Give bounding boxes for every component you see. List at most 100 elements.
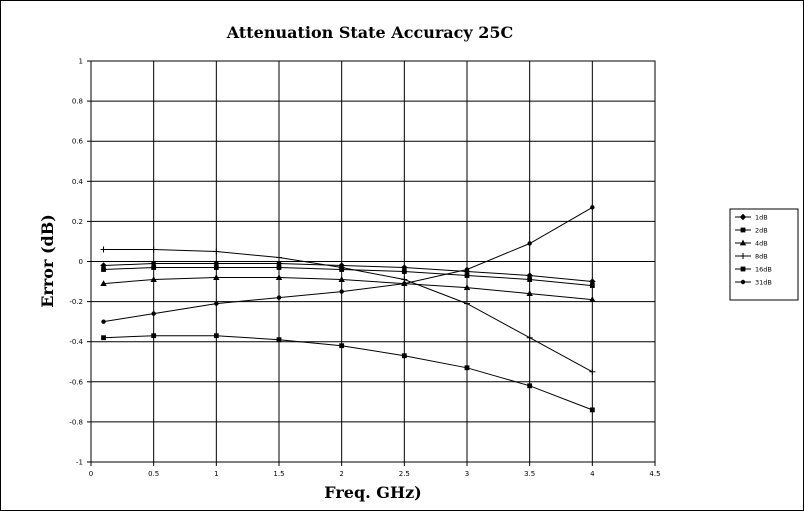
- data-point: [464, 300, 470, 307]
- data-point: [527, 277, 533, 282]
- data-point: [150, 276, 157, 282]
- legend-label: 4dB: [755, 240, 768, 248]
- legend-marker: [740, 253, 746, 259]
- data-point: [276, 295, 282, 300]
- series-16db: [101, 333, 595, 413]
- data-point: [464, 273, 470, 278]
- data-point: [213, 260, 220, 267]
- legend-item-1db: 1dB: [735, 214, 768, 222]
- data-point: [526, 272, 533, 279]
- x-tick-label: 2.5: [399, 470, 410, 478]
- data-point: [276, 265, 282, 270]
- data-point: [526, 334, 533, 341]
- y-axis-label: Error (dB): [38, 214, 57, 308]
- x-tick-label: 2: [339, 470, 343, 478]
- data-point: [401, 353, 407, 359]
- x-tick-label: 0.5: [148, 470, 159, 478]
- legend-marker: [740, 266, 746, 272]
- data-point: [150, 260, 157, 267]
- y-tick-label: 0: [79, 258, 83, 266]
- legend-marker: [739, 239, 747, 246]
- data-point: [213, 333, 219, 339]
- x-tick-label: 0: [89, 470, 93, 478]
- data-point: [100, 280, 107, 286]
- x-tick-label: 1.5: [273, 470, 284, 478]
- data-point: [401, 264, 408, 271]
- legend-item-31db: 31dB: [735, 279, 772, 287]
- y-tick-label: -0.8: [69, 418, 83, 426]
- data-point: [589, 368, 596, 375]
- legend-label: 8dB: [755, 253, 768, 261]
- series-line-16db: [103, 335, 593, 411]
- data-point: [100, 246, 107, 253]
- y-tick-label: -1: [76, 459, 83, 467]
- data-point: [402, 281, 407, 286]
- data-point: [464, 365, 470, 371]
- y-tick-label: -0.2: [69, 298, 83, 306]
- data-point: [527, 383, 533, 389]
- series-1db: [100, 260, 596, 285]
- legend-marker: [740, 279, 746, 285]
- x-tick-label: 3.5: [524, 470, 535, 478]
- data-point: [275, 260, 283, 267]
- legend-marker: [739, 213, 747, 221]
- x-tick-label: 4.5: [649, 470, 660, 478]
- data-point: [101, 319, 106, 324]
- data-point: [339, 343, 345, 349]
- y-tick-label: 0.8: [72, 98, 83, 106]
- series-4db: [100, 274, 596, 302]
- series-line-2db: [103, 267, 593, 287]
- data-point: [213, 248, 220, 255]
- data-point: [151, 265, 157, 270]
- data-point: [527, 241, 532, 246]
- y-tick-label: -0.4: [69, 338, 83, 346]
- legend-item-2db: 2dB: [735, 227, 768, 235]
- grid: [91, 61, 655, 462]
- data-point: [590, 205, 595, 210]
- data-point: [589, 296, 596, 302]
- legend-label: 31dB: [755, 279, 772, 287]
- series-group: [100, 205, 596, 413]
- chart-title: Attenuation State Accuracy 25C: [226, 23, 513, 42]
- series-line-4db: [103, 277, 593, 301]
- legend-label: 2dB: [755, 227, 768, 235]
- legend: 1dB 2dB 4dB 8dB 16dB 31dB: [729, 208, 799, 301]
- data-point: [589, 407, 595, 413]
- data-point: [401, 269, 407, 274]
- legend-label: 1dB: [755, 214, 768, 222]
- data-point: [214, 301, 219, 306]
- data-point: [275, 274, 283, 280]
- x-axis-ticks: 0 0.5 1 1.5 2 2.5 3 3.5 4 4.5: [89, 462, 661, 478]
- legend-item-16db: 16dB: [735, 266, 772, 274]
- y-tick-label: -0.6: [69, 378, 83, 386]
- data-point: [589, 283, 595, 288]
- data-point: [151, 333, 157, 339]
- data-point: [339, 289, 344, 294]
- data-point: [338, 264, 345, 271]
- data-point: [150, 246, 157, 253]
- legend-item-4db: 4dB: [735, 240, 768, 248]
- legend-marker: [740, 227, 746, 233]
- data-point: [101, 335, 106, 341]
- data-point: [100, 262, 107, 269]
- data-point: [464, 267, 470, 272]
- x-tick-label: 1: [214, 470, 218, 478]
- x-tick-label: 4: [590, 470, 595, 478]
- x-axis-label: Freq. GHz): [324, 483, 421, 502]
- data-point: [151, 311, 156, 316]
- legend-item-8db: 8dB: [735, 253, 768, 261]
- legend-box: [729, 208, 799, 301]
- legend-label: 16dB: [755, 266, 772, 274]
- y-axis-ticks: 1 0.8 0.6 0.4 0.2 0 -0.2 -0.4 -0.6 -0.8 -1: [69, 58, 91, 467]
- series-line-31db: [103, 206, 593, 323]
- y-tick-label: 1: [79, 58, 83, 66]
- data-point: [276, 254, 282, 261]
- y-tick-label: 0.4: [72, 178, 84, 186]
- x-tick-label: 3: [465, 470, 469, 478]
- data-point: [213, 274, 220, 280]
- data-point: [213, 265, 219, 270]
- data-point: [463, 284, 471, 290]
- data-point: [589, 278, 596, 285]
- y-tick-label: 0.2: [72, 218, 83, 226]
